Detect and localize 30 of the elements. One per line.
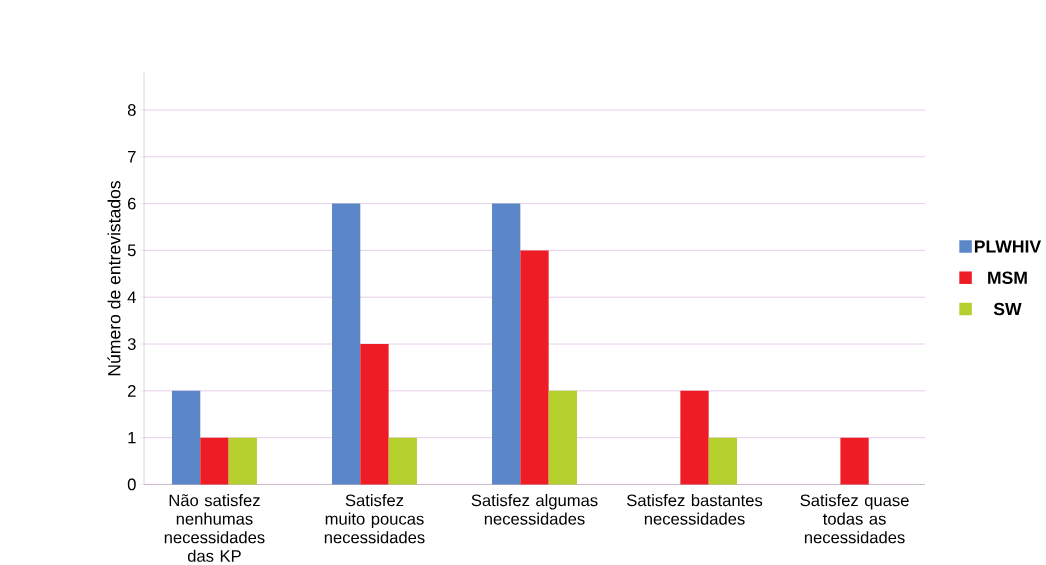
bar <box>520 250 549 485</box>
y-tick-label: 0 <box>127 478 136 491</box>
y-tick-label: 6 <box>128 197 136 210</box>
x-tick-label: Satisfez algumas necessidades <box>471 493 598 525</box>
y-tick-label: 2 <box>128 385 136 397</box>
y-tick-label: 3 <box>127 338 136 350</box>
bar <box>492 203 521 485</box>
bar <box>331 203 361 485</box>
x-tick-label: Satisfez quase todas as necessidades <box>800 493 909 544</box>
y-axis-title: Número de entrevistados <box>107 180 121 376</box>
y-tick-label: 4 <box>127 291 136 303</box>
x-tick-label: Não satisfez nenhumas necessidades das KP <box>164 493 265 562</box>
bar <box>548 390 577 485</box>
bar <box>228 437 257 485</box>
y-tick-label: 1 <box>128 431 136 444</box>
bar <box>708 437 738 485</box>
x-tick-label: Satisfez bastantes necessidades <box>627 493 763 525</box>
bar <box>388 437 417 485</box>
bar <box>840 437 869 485</box>
bar <box>680 390 709 485</box>
x-tick-label: Satisfez muito poucas necessidades <box>324 493 425 544</box>
y-tick-label: 8 <box>127 104 136 116</box>
legend-label: PLWHIV <box>974 240 1042 253</box>
y-tick-label: 5 <box>127 244 136 257</box>
y-tick-label: 7 <box>128 151 136 163</box>
legend-label: SW <box>993 302 1022 316</box>
bar <box>171 390 201 485</box>
bar <box>360 343 389 485</box>
legend-label: MSM <box>988 271 1027 284</box>
bar <box>200 437 229 485</box>
